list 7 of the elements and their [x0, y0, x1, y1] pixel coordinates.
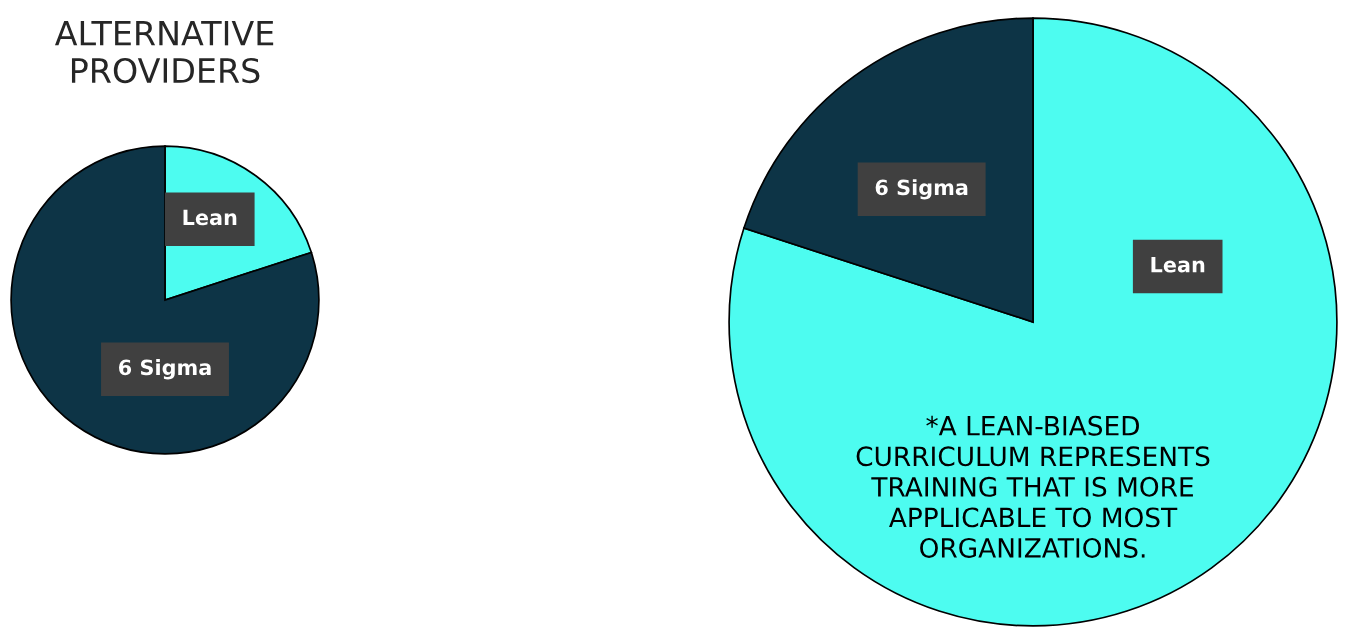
- pie-slice: [728, 17, 1338, 627]
- slice-label: 6 Sigma: [875, 179, 968, 200]
- text: *A LEAN-BIASED CURRICULUM REPRESENTS TRAINING THAT IS MORE APPLICABLE TO MOST ORGANIZATIONS.: [856, 415, 1210, 558]
- slice-label: Lean: [1151, 257, 1205, 273]
- slice-label: Lean: [183, 209, 237, 226]
- slice-label: 6 Sigma: [119, 359, 211, 380]
- chart-title: ALTERNATIVE PROVIDERS: [54, 21, 274, 84]
